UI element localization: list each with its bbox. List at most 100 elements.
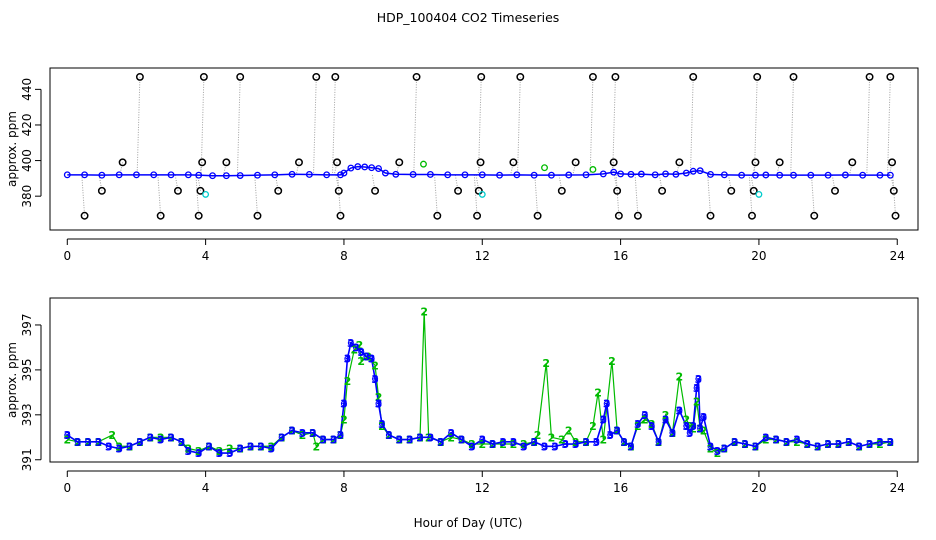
point-label: 2: [762, 434, 770, 447]
point-label: 2: [247, 440, 255, 453]
data-point: [589, 166, 597, 173]
data-point: [340, 400, 347, 407]
data-point: [565, 171, 573, 179]
data-point: [731, 438, 738, 445]
top-data-marks: [63, 72, 900, 220]
point-label: 2: [845, 436, 853, 449]
outlier-point: [675, 158, 684, 167]
data-point: [825, 440, 832, 448]
outlier-point: [395, 158, 404, 167]
data-point: [178, 438, 185, 445]
outlier-point: [775, 158, 784, 167]
point-label: 2: [84, 436, 92, 449]
point-label: 3: [105, 440, 113, 453]
point-label: 3: [375, 398, 383, 411]
point-label: 2: [693, 395, 701, 408]
point-label: 3: [95, 436, 103, 449]
point-label: 3: [347, 337, 355, 350]
point-label: 3: [835, 438, 843, 451]
point-label: 2: [686, 420, 694, 433]
outlier-point: [97, 186, 106, 195]
data-point: [690, 423, 697, 430]
data-point: [340, 169, 348, 177]
point-label: 2: [558, 434, 566, 447]
point-label: 2: [337, 429, 345, 442]
point-label: 2: [627, 440, 635, 453]
point-label: 3: [887, 436, 895, 449]
data-point: [541, 164, 548, 172]
point-label: 3: [378, 418, 386, 431]
point-label: 2: [876, 438, 884, 451]
dotted-connector: [510, 162, 514, 175]
point-label: 3: [599, 413, 607, 426]
data-point: [707, 171, 714, 178]
outlier-point: [749, 186, 758, 195]
point-label: 2: [534, 429, 542, 442]
data-point: [607, 431, 614, 439]
x-tick-label: 0: [63, 481, 71, 495]
point-label: 2: [458, 434, 466, 447]
point-label: 2: [350, 344, 358, 357]
data-point: [738, 171, 746, 179]
point-label: 2: [378, 420, 386, 433]
data-point: [344, 355, 351, 362]
data-point: [444, 171, 452, 179]
data-point: [378, 420, 386, 427]
point-label: 3: [416, 431, 424, 444]
point-label: 2: [319, 434, 327, 447]
outlier-point: [533, 211, 542, 220]
point-label: 3: [395, 434, 403, 447]
point-label: 2: [447, 431, 455, 444]
data-point: [762, 171, 770, 179]
point-label: 2: [714, 447, 722, 460]
point-label: 2: [416, 431, 424, 444]
y-tick-label: 440: [20, 78, 34, 101]
x-tick-label: 8: [340, 249, 348, 263]
dotted-connector: [413, 76, 418, 175]
data-point: [278, 434, 285, 441]
point-label: 3: [167, 431, 175, 444]
data-point: [513, 171, 521, 179]
data-point: [195, 171, 203, 179]
point-label: 3: [855, 440, 863, 453]
outlier-point: [706, 211, 715, 220]
point-label: 2: [489, 438, 497, 451]
data-point: [804, 440, 811, 448]
dotted-connector: [236, 76, 241, 175]
data-point: [368, 164, 376, 172]
data-point: [600, 416, 607, 423]
outlier-point: [477, 72, 486, 81]
data-point: [437, 438, 444, 445]
point-label: 2: [146, 431, 154, 444]
data-point: [682, 169, 690, 177]
point-label: 3: [676, 404, 684, 417]
point-label: 3: [226, 447, 234, 460]
point-label: 3: [593, 436, 601, 449]
point-label: 2: [835, 438, 843, 451]
x-tick-label: 4: [202, 481, 210, 495]
data-point: [309, 429, 316, 436]
outlier-point: [118, 158, 127, 167]
data-point: [289, 427, 296, 434]
dotted-connector: [866, 76, 871, 175]
data-point: [637, 170, 645, 178]
data-point: [599, 170, 607, 178]
point-label: 2: [344, 375, 352, 388]
data-point: [237, 445, 244, 452]
data-point: [547, 171, 555, 179]
point-label: 2: [357, 355, 365, 368]
dotted-connector: [790, 76, 795, 175]
data-point: [610, 168, 618, 176]
data-point: [814, 443, 821, 450]
point-label: 3: [368, 353, 376, 366]
outlier-point: [371, 186, 380, 195]
point-label: 3: [714, 445, 722, 458]
data-point: [368, 355, 375, 362]
data-point: [776, 171, 784, 179]
point-label: 2: [63, 434, 71, 447]
data-point: [478, 171, 486, 179]
point-label: 2: [74, 436, 82, 449]
point-label: 3: [309, 427, 317, 440]
outlier-point: [474, 186, 483, 195]
